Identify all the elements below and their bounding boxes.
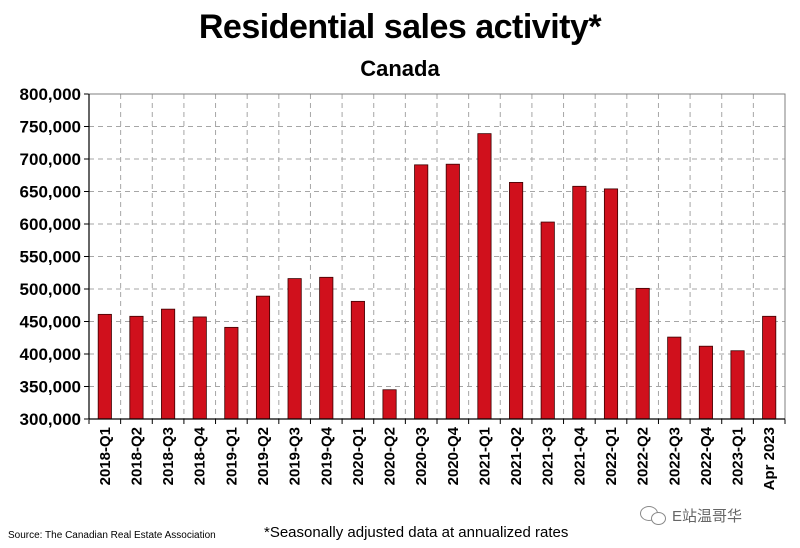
bar bbox=[319, 276, 334, 420]
x-tick-label: 2023-Q1 bbox=[730, 427, 747, 485]
bar bbox=[730, 350, 745, 420]
y-tick-label: 750,000 bbox=[20, 118, 81, 137]
y-tick-label: 350,000 bbox=[20, 378, 81, 397]
watermark: E站温哥华 bbox=[640, 504, 742, 526]
x-tick-label: 2022-Q2 bbox=[635, 427, 652, 485]
y-tick-label: 650,000 bbox=[20, 183, 81, 202]
x-tick-label: 2018-Q1 bbox=[97, 427, 114, 485]
bar bbox=[572, 185, 587, 420]
x-tick-label: 2019-Q4 bbox=[318, 426, 335, 485]
bar bbox=[224, 326, 239, 420]
x-tick-label: 2019-Q3 bbox=[287, 427, 304, 485]
bar bbox=[129, 315, 144, 420]
chart-title: Residential sales activity* bbox=[198, 8, 602, 46]
bar bbox=[161, 308, 176, 420]
footnote: *Seasonally adjusted data at annualized … bbox=[264, 524, 569, 541]
bar bbox=[762, 315, 777, 420]
x-tick-label: 2022-Q1 bbox=[603, 427, 620, 485]
x-tick-label: 2022-Q3 bbox=[666, 427, 683, 485]
x-tick-label: 2019-Q2 bbox=[255, 427, 272, 485]
chart-subtitle: Canada bbox=[360, 56, 440, 81]
x-tick-label: 2020-Q4 bbox=[445, 426, 462, 485]
bar bbox=[635, 287, 650, 420]
x-tick-label: 2021-Q3 bbox=[540, 427, 557, 485]
y-tick-label: 400,000 bbox=[20, 345, 81, 364]
bar bbox=[698, 345, 713, 420]
y-tick-label: 600,000 bbox=[20, 215, 81, 234]
x-tick-label: 2019-Q1 bbox=[223, 427, 240, 485]
bar bbox=[667, 336, 682, 420]
bar bbox=[382, 389, 397, 420]
x-tick-label: 2020-Q2 bbox=[382, 427, 399, 485]
bar bbox=[192, 316, 207, 420]
x-tick-label: 2018-Q3 bbox=[160, 427, 177, 485]
chat-bubbles-icon bbox=[640, 504, 668, 526]
x-tick-label: Apr 2023 bbox=[761, 427, 778, 490]
y-tick-label: 300,000 bbox=[20, 410, 81, 429]
x-tick-label: 2018-Q2 bbox=[128, 427, 145, 485]
y-tick-label: 500,000 bbox=[20, 280, 81, 299]
y-tick-label: 550,000 bbox=[20, 248, 81, 267]
x-tick-label: 2022-Q4 bbox=[698, 426, 715, 485]
bar bbox=[350, 300, 365, 420]
y-tick-label: 800,000 bbox=[20, 85, 81, 104]
x-tick-label: 2021-Q4 bbox=[571, 426, 588, 485]
y-tick-label: 700,000 bbox=[20, 150, 81, 169]
watermark-text: E站温哥华 bbox=[672, 507, 743, 525]
x-tick-label: 2020-Q1 bbox=[350, 427, 367, 485]
x-tick-label: 2020-Q3 bbox=[413, 427, 430, 485]
source-note: Source: The Canadian Real Estate Associa… bbox=[8, 530, 216, 541]
bar bbox=[287, 278, 302, 420]
bar bbox=[414, 164, 429, 420]
bar bbox=[255, 295, 271, 420]
y-tick-label: 450,000 bbox=[20, 313, 81, 332]
x-tick-label: 2018-Q4 bbox=[192, 426, 209, 485]
bar bbox=[603, 188, 619, 420]
bar bbox=[445, 163, 460, 420]
x-tick-label: 2021-Q2 bbox=[508, 427, 525, 485]
bar bbox=[477, 133, 492, 420]
bar bbox=[540, 221, 555, 420]
bar bbox=[97, 313, 112, 420]
x-tick-label: 2021-Q1 bbox=[476, 427, 493, 485]
bar bbox=[509, 181, 524, 420]
